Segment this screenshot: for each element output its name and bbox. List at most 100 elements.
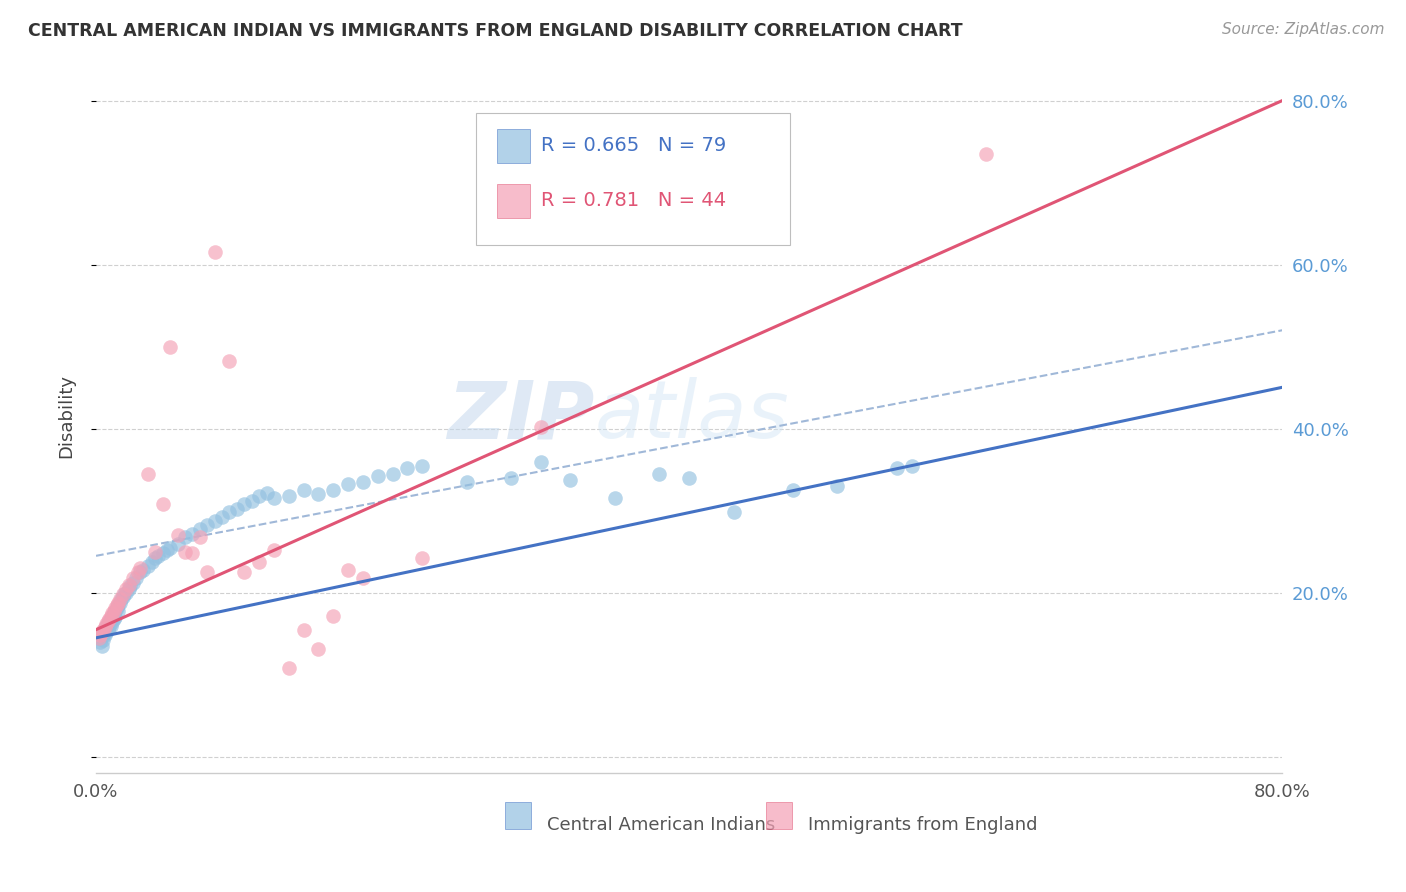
Point <box>678 471 700 485</box>
Point <box>648 467 671 481</box>
Point <box>247 555 270 569</box>
Point <box>96 618 118 632</box>
Point <box>101 615 124 630</box>
Point <box>96 616 118 631</box>
Point <box>91 625 114 640</box>
Point <box>782 483 804 498</box>
Point <box>188 530 211 544</box>
Point <box>886 461 908 475</box>
Point <box>195 518 218 533</box>
Point <box>352 475 374 489</box>
Point <box>108 592 131 607</box>
Point <box>396 461 419 475</box>
Point <box>107 598 129 612</box>
Point <box>114 582 136 596</box>
Text: Immigrants from England: Immigrants from England <box>807 816 1038 834</box>
Point <box>122 575 145 590</box>
Point <box>159 541 181 555</box>
Point <box>91 639 114 653</box>
Bar <box>496 184 530 218</box>
Point <box>603 491 626 506</box>
Point <box>127 566 149 580</box>
Point <box>159 340 181 354</box>
Point <box>98 620 121 634</box>
Point <box>111 590 134 604</box>
Point <box>104 604 127 618</box>
Point <box>136 559 159 574</box>
Point <box>156 543 179 558</box>
Point <box>263 491 285 506</box>
Point <box>112 587 135 601</box>
Point <box>87 631 110 645</box>
Point <box>218 505 240 519</box>
Point <box>277 661 299 675</box>
Point <box>530 420 553 434</box>
Point <box>93 628 115 642</box>
Point <box>456 475 478 489</box>
Point <box>108 596 131 610</box>
Point <box>307 487 329 501</box>
Point <box>204 514 226 528</box>
Text: R = 0.665   N = 79: R = 0.665 N = 79 <box>541 136 725 155</box>
Point <box>188 522 211 536</box>
Point <box>104 610 127 624</box>
Point <box>195 566 218 580</box>
Point <box>129 566 152 580</box>
Point <box>105 600 128 615</box>
Point <box>114 586 136 600</box>
Point <box>105 598 128 612</box>
Point <box>97 615 120 629</box>
Point <box>233 497 256 511</box>
Point <box>110 592 132 607</box>
Point <box>104 600 127 615</box>
Point <box>218 354 240 368</box>
Point <box>174 545 197 559</box>
Point <box>89 628 111 642</box>
Point <box>136 467 159 481</box>
Point <box>337 563 360 577</box>
Point <box>166 528 188 542</box>
Point <box>103 606 125 620</box>
Point <box>501 471 523 485</box>
Bar <box>505 802 531 829</box>
Text: ZIP: ZIP <box>447 377 595 456</box>
Point <box>111 587 134 601</box>
Point <box>211 510 233 524</box>
Point <box>307 641 329 656</box>
Point <box>141 555 163 569</box>
Point <box>100 618 122 632</box>
Point <box>143 551 166 566</box>
Point <box>166 536 188 550</box>
Point <box>117 582 139 596</box>
Point <box>204 245 226 260</box>
Point <box>247 489 270 503</box>
Point <box>723 505 745 519</box>
Point <box>96 625 118 640</box>
Point <box>292 623 315 637</box>
Point <box>100 608 122 623</box>
Point <box>411 458 433 473</box>
Point <box>129 561 152 575</box>
Point <box>89 635 111 649</box>
Point <box>337 477 360 491</box>
Y-axis label: Disability: Disability <box>58 375 75 458</box>
Point <box>277 489 299 503</box>
FancyBboxPatch shape <box>475 113 790 245</box>
Point <box>367 469 389 483</box>
Point <box>132 563 155 577</box>
Point <box>98 615 121 629</box>
Point <box>900 458 922 473</box>
Bar <box>766 802 793 829</box>
Point <box>530 454 553 468</box>
Point <box>100 612 122 626</box>
Point <box>120 579 142 593</box>
Point <box>103 612 125 626</box>
Point <box>225 502 247 516</box>
Point <box>181 526 204 541</box>
Text: CENTRAL AMERICAN INDIAN VS IMMIGRANTS FROM ENGLAND DISABILITY CORRELATION CHART: CENTRAL AMERICAN INDIAN VS IMMIGRANTS FR… <box>28 22 963 40</box>
Point <box>98 612 121 626</box>
Point <box>148 549 170 563</box>
Point <box>97 623 120 637</box>
Point <box>352 571 374 585</box>
Point <box>94 623 117 637</box>
